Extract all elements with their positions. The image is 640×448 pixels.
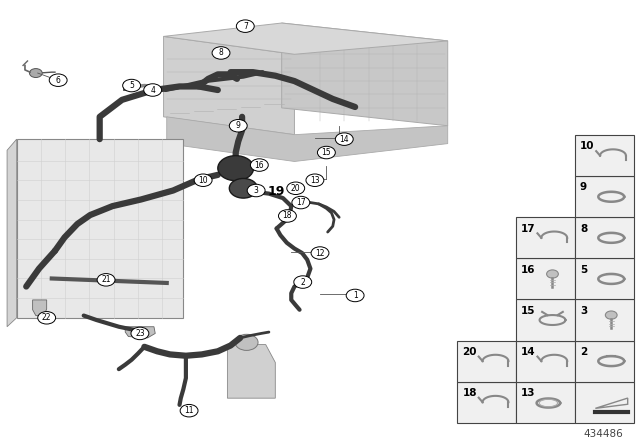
Text: 2: 2 [300,278,305,287]
Text: 4: 4 [150,86,155,95]
Text: 21: 21 [101,276,111,284]
Circle shape [346,289,364,302]
Text: 20: 20 [291,184,301,193]
Circle shape [180,405,198,417]
Bar [458,382,516,423]
Polygon shape [33,300,47,315]
Text: 9: 9 [236,121,241,130]
Circle shape [212,47,230,59]
Bar [124,82,135,90]
Bar [17,139,182,318]
Circle shape [287,182,305,194]
Circle shape [250,159,268,171]
Text: 18: 18 [463,388,477,398]
Bar [575,340,634,382]
Circle shape [236,20,254,32]
Text: 20: 20 [463,347,477,357]
Text: 11: 11 [184,406,194,415]
Text: 18: 18 [283,211,292,220]
Text: 17: 17 [296,198,306,207]
Circle shape [278,210,296,222]
Text: 8: 8 [219,48,223,57]
Circle shape [292,196,310,209]
Bar [516,217,575,258]
Circle shape [235,334,258,350]
Bar [458,340,516,382]
Bar [575,258,634,299]
Circle shape [294,276,312,289]
Polygon shape [282,23,448,126]
Text: 23: 23 [135,329,145,338]
Bar [575,382,634,423]
Text: 12: 12 [316,249,324,258]
Polygon shape [125,327,156,338]
Polygon shape [227,345,275,398]
Text: 10: 10 [580,142,595,151]
Text: 1: 1 [353,291,358,300]
Text: 9: 9 [580,182,587,193]
Text: 2: 2 [580,347,587,357]
Bar [575,217,634,258]
Polygon shape [7,139,17,327]
Circle shape [38,311,56,324]
Text: 5: 5 [129,81,134,90]
Text: 19: 19 [268,185,285,198]
Circle shape [306,174,324,186]
Text: 15: 15 [521,306,536,316]
Text: 434486: 434486 [584,429,623,439]
Text: 10: 10 [198,176,208,185]
Text: 3: 3 [580,306,587,316]
Text: 3: 3 [253,186,259,195]
Text: 14: 14 [339,135,349,144]
Circle shape [144,84,162,96]
Circle shape [547,270,558,278]
Circle shape [194,174,212,186]
Circle shape [97,274,115,286]
Text: 16: 16 [255,160,264,169]
Text: 15: 15 [321,148,331,157]
Text: 17: 17 [521,224,536,233]
Bar [516,258,575,299]
Text: 7: 7 [243,22,248,30]
Bar [575,176,634,217]
Text: 5: 5 [580,265,587,275]
Circle shape [123,79,141,92]
Circle shape [131,327,149,340]
Polygon shape [164,23,448,54]
Text: 8: 8 [580,224,587,233]
Bar [516,382,575,423]
Text: 13: 13 [521,388,536,398]
Circle shape [335,133,353,146]
Circle shape [49,74,67,86]
Circle shape [605,311,617,319]
Text: 14: 14 [521,347,536,357]
Bar [516,340,575,382]
Bar [575,299,634,340]
Polygon shape [164,36,294,135]
Circle shape [229,120,247,132]
Text: 6: 6 [56,76,61,85]
Text: 13: 13 [310,176,320,185]
Bar [516,299,575,340]
Polygon shape [167,117,448,161]
Circle shape [229,178,257,198]
Bar [575,135,634,176]
Circle shape [317,146,335,159]
Text: 22: 22 [42,313,51,322]
Circle shape [311,247,329,259]
Circle shape [218,155,253,181]
Text: 16: 16 [521,265,536,275]
Circle shape [247,184,265,197]
Circle shape [29,69,42,78]
